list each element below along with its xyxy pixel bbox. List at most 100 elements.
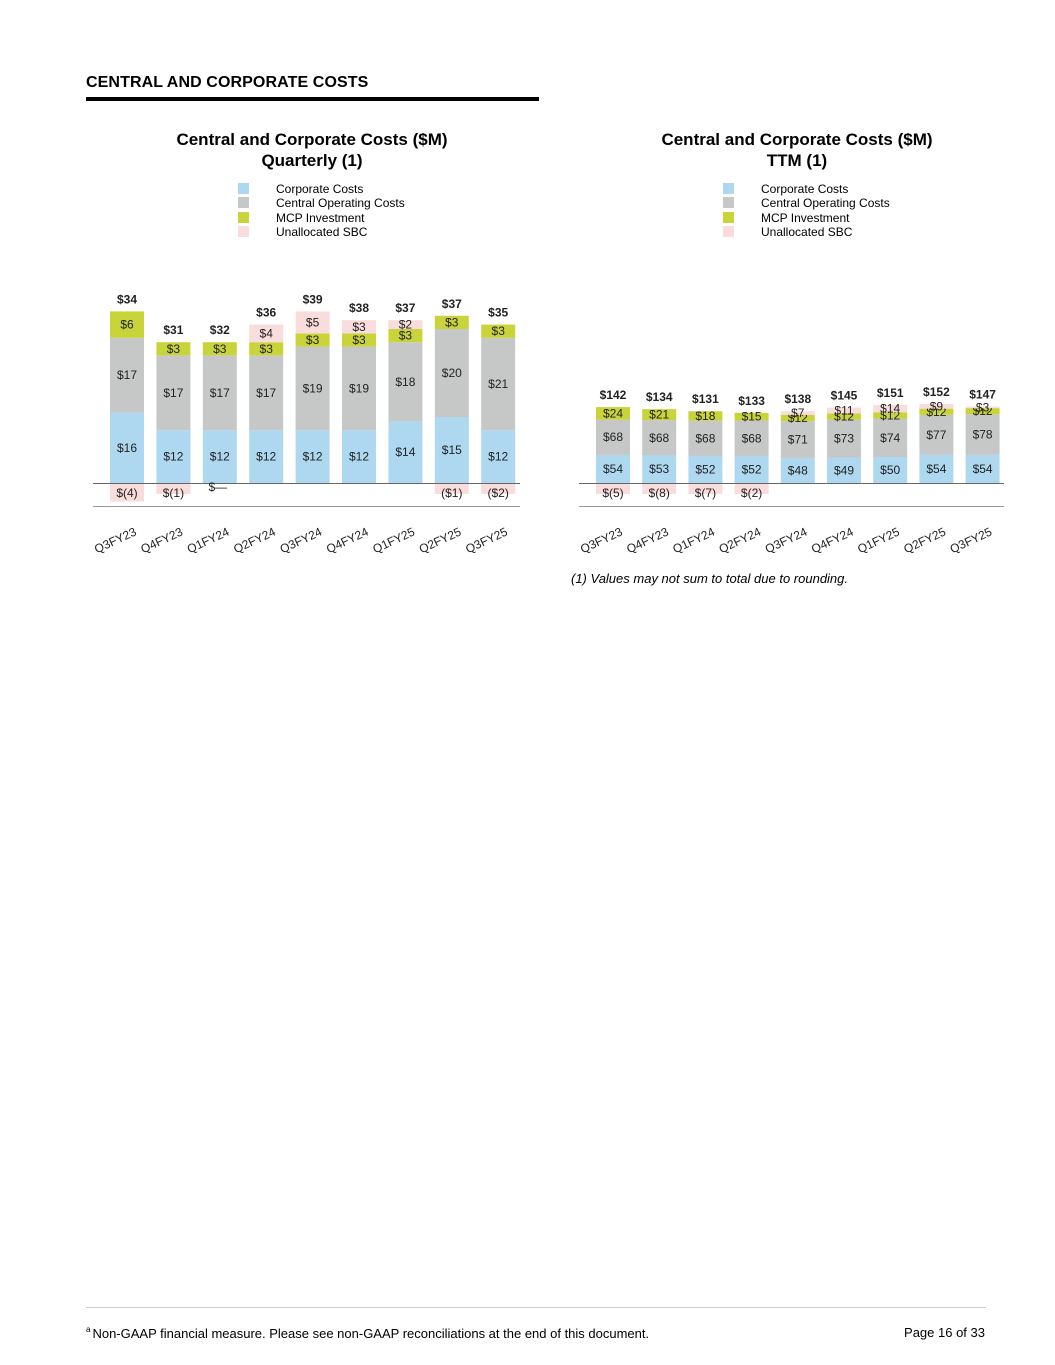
segment-label: $18 (395, 375, 415, 389)
legend-item-mcp: MCP Investment (723, 211, 890, 225)
category-label: Q3FY23 (578, 524, 625, 556)
segment-label: $49 (834, 463, 854, 477)
bar-segment (481, 430, 516, 483)
bar-segment (919, 408, 954, 415)
legend-item-central: Central Operating Costs (238, 196, 405, 210)
segment-label: $12 (303, 450, 323, 464)
segment-label: $16 (117, 441, 137, 455)
legend-swatch-corporate (238, 183, 249, 194)
total-label: $133 (738, 394, 765, 408)
bar-segment (688, 411, 723, 421)
segment-label: $68 (649, 431, 669, 445)
bar-segment (295, 311, 330, 334)
bar-segment (688, 455, 723, 483)
quarterly-legend: Corporate Costs Central Operating Costs … (238, 182, 405, 239)
segment-label: $3 (306, 333, 320, 347)
bar-segment (642, 484, 677, 494)
legend-item-sbc: Unallocated SBC (723, 225, 890, 239)
bar-segment (249, 324, 284, 343)
segment-label: $20 (442, 366, 462, 380)
segment-label: $— (208, 480, 227, 494)
segment-label: $21 (649, 408, 669, 422)
segment-label: $24 (603, 406, 623, 420)
legend-label: MCP Investment (276, 210, 365, 225)
bar-segment (734, 412, 769, 421)
segment-label: $3 (167, 342, 181, 356)
legend-swatch-sbc (238, 225, 249, 237)
bar-segment (596, 407, 630, 420)
segment-label: $17 (210, 386, 230, 400)
section-rule (86, 97, 539, 101)
bar-segment (596, 484, 630, 494)
segment-label: $17 (163, 386, 183, 400)
bar-segment (434, 315, 469, 329)
bar-segment (642, 455, 677, 483)
segment-label: $54 (973, 462, 993, 476)
bar-segment (780, 458, 815, 483)
bar-segment (481, 337, 516, 431)
bar-segment (156, 355, 191, 431)
segment-label: $3 (445, 315, 459, 329)
segment-label: $17 (117, 368, 137, 382)
bar-segment (873, 412, 908, 419)
category-label: Q1FY24 (670, 524, 717, 556)
bar-segment (965, 414, 1000, 455)
category-label: Q2FY25 (901, 524, 948, 556)
bar-segment (156, 342, 191, 356)
segment-label: $12 (256, 450, 276, 464)
segment-label: $52 (695, 462, 715, 476)
total-label: $35 (488, 306, 508, 320)
total-label: $151 (877, 386, 904, 400)
bar-segment (295, 346, 330, 431)
bar-segment (965, 408, 1000, 415)
segment-label: $53 (649, 462, 669, 476)
quarterly-chart-title: Central and Corporate Costs ($M) Quarter… (92, 129, 532, 171)
bar-segment (110, 337, 144, 413)
segment-label: $68 (603, 430, 623, 444)
quarterly-title-line: Central and Corporate Costs ($M) (176, 130, 448, 149)
bar-segment (734, 455, 769, 483)
bar-segment (342, 430, 376, 483)
bar-segment (249, 342, 284, 356)
footer-note: a Non-GAAP financial measure. Please see … (86, 1325, 649, 1341)
segment-label: $52 (742, 462, 762, 476)
category-label: Q3FY25 (948, 524, 995, 556)
bar-segment (249, 430, 284, 483)
bar-segment (734, 484, 769, 494)
bar-segment (827, 407, 861, 414)
category-label: Q4FY24 (809, 524, 856, 556)
total-label: $142 (600, 388, 627, 402)
quarterly-subtitle-line: Quarterly (1) (261, 151, 363, 170)
bar-segment (642, 420, 677, 456)
bar-segment (295, 333, 330, 347)
segment-label: $(5) (602, 486, 623, 500)
segment-label: $11 (834, 403, 853, 417)
legend-label: Unallocated SBC (761, 224, 853, 239)
bar-segment (688, 484, 723, 494)
total-label: $37 (442, 297, 462, 311)
bar-segment (481, 324, 516, 338)
bar-segment (388, 342, 423, 422)
segment-label: $3 (399, 329, 413, 343)
total-label: $138 (784, 392, 811, 406)
segment-label: $(7) (695, 486, 716, 500)
segment-label: $(8) (649, 486, 670, 500)
segment-label: $3 (213, 342, 227, 356)
total-label: $147 (969, 388, 996, 402)
legend-item-sbc: Unallocated SBC (238, 225, 405, 239)
legend-swatch-mcp (723, 211, 734, 223)
ttm-subtitle-line: TTM (1) (766, 151, 828, 170)
segment-label: $5 (306, 315, 320, 329)
segment-label: $19 (349, 381, 369, 395)
segment-label: $(1) (163, 486, 184, 500)
segment-label: $7 (791, 406, 805, 420)
bar-segment (919, 414, 954, 455)
total-label: $39 (303, 292, 323, 306)
bar-segment (342, 333, 376, 347)
segment-label: $18 (695, 409, 715, 423)
bar-segment (110, 484, 144, 502)
legend-label: Corporate Costs (276, 182, 364, 196)
bar-segment (434, 417, 469, 483)
ttm-title-line: Central and Corporate Costs ($M) (661, 130, 933, 149)
segment-label: $74 (880, 431, 900, 445)
